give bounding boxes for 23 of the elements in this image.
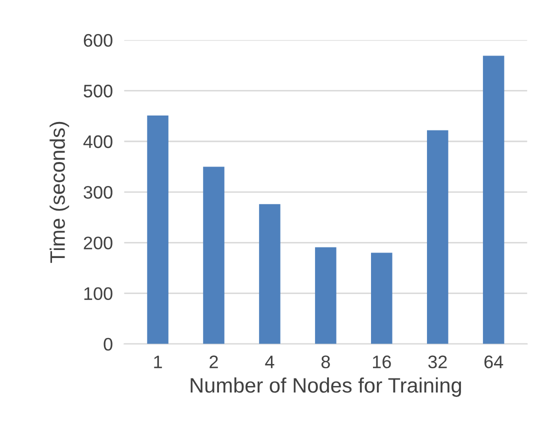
y-tick-label: 400	[83, 135, 112, 148]
bar	[259, 204, 280, 344]
y-tick-label: 300	[84, 186, 112, 199]
x-tick-label: 8	[321, 356, 330, 368]
x-tick-label: 1	[154, 356, 162, 368]
x-axis-title: Number of Nodes for Training	[190, 377, 461, 397]
y-tick-label: 500	[84, 84, 112, 98]
y-tick-label: 200	[84, 236, 112, 250]
y-tick-label: 600	[84, 34, 112, 47]
x-tick-label: 2	[210, 356, 218, 368]
y-axis-title: Time (seconds)	[50, 122, 70, 263]
x-tick-label: 32	[428, 356, 447, 368]
y-tick-label: 0	[104, 338, 112, 351]
bar	[315, 247, 336, 344]
bar	[203, 166, 224, 344]
bar	[371, 252, 392, 344]
bar	[482, 56, 504, 344]
bar	[147, 116, 168, 344]
y-tick-label: 100	[84, 287, 112, 300]
x-tick-label: 16	[372, 356, 391, 368]
x-tick-label: 4	[265, 356, 274, 368]
x-tick-label: 64	[484, 356, 504, 368]
bar	[426, 130, 448, 344]
